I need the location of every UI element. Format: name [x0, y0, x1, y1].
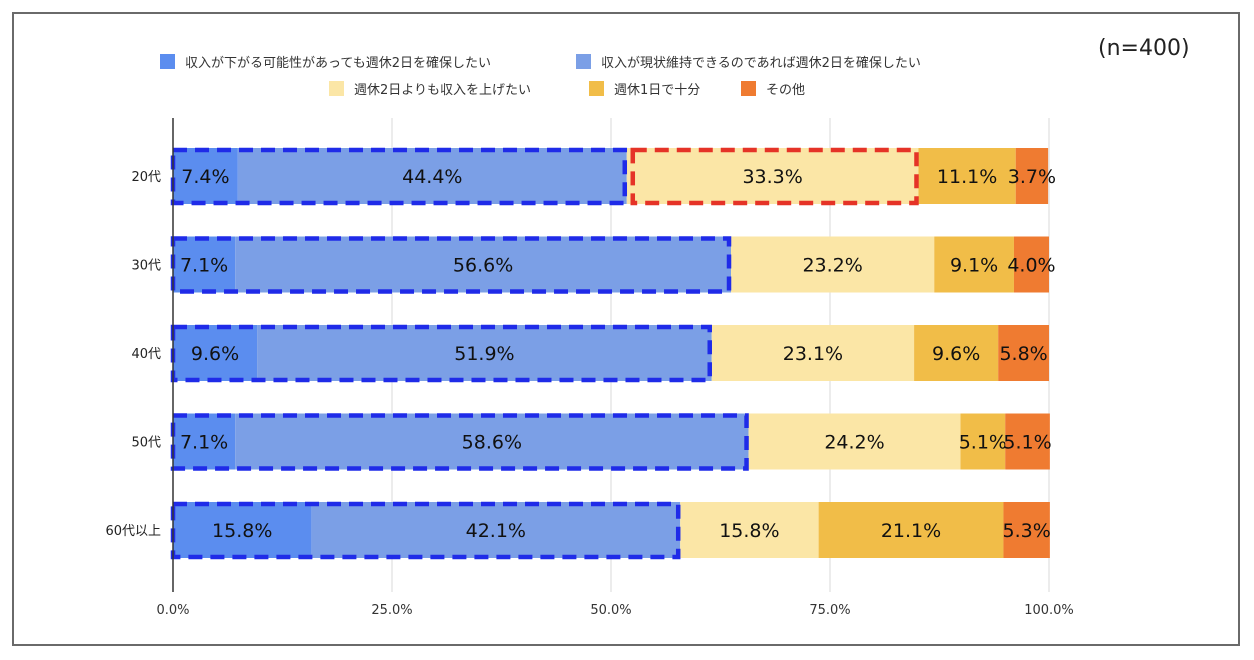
bar-segment — [626, 148, 919, 204]
legend-swatch-series-1 — [160, 54, 175, 69]
bar-segment — [173, 413, 236, 470]
legend-swatch-series-3 — [329, 81, 344, 96]
x-tick-label: 0.0% — [156, 603, 189, 618]
data-label: 15.8% — [212, 520, 272, 542]
legend-label-series-1: 収入が下がる可能性があっても週休2日を確保したい — [185, 56, 491, 71]
data-label: 33.3% — [742, 166, 802, 188]
data-label: 58.6% — [462, 432, 522, 454]
legend-label-series-3: 週休2日よりも収入を上げたい — [354, 83, 532, 98]
highlight-dashed-box — [170, 147, 628, 206]
legend-item-series-5: その他 — [741, 79, 805, 98]
legend-item-series-3: 週休2日よりも収入を上げたい — [329, 79, 531, 98]
data-label: 7.4% — [181, 166, 229, 188]
data-label: 21.1% — [881, 520, 941, 542]
bar-segment — [173, 236, 236, 293]
bar-segment — [711, 325, 915, 381]
data-label: 51.9% — [454, 343, 514, 365]
category-label: 60代以上 — [105, 524, 161, 539]
bar-segment — [818, 502, 1004, 558]
bar-segment — [173, 148, 238, 204]
category-label: 30代 — [131, 259, 161, 274]
bar-segment — [173, 325, 258, 381]
legend-label-series-5: その他 — [766, 83, 806, 98]
data-label: 24.2% — [824, 432, 884, 454]
data-label: 15.8% — [719, 520, 779, 542]
data-label: 5.8% — [999, 343, 1047, 365]
chart-frame — [12, 12, 1240, 646]
data-label: 5.3% — [1003, 520, 1051, 542]
data-label: 7.1% — [180, 255, 228, 277]
bar-segment — [173, 502, 312, 558]
bar-segment — [960, 413, 1006, 470]
data-label: 5.1% — [1003, 432, 1051, 454]
legend-label-series-2: 収入が現状維持できるのであれば週休2日を確保したい — [601, 56, 921, 71]
data-label: 9.6% — [932, 343, 980, 365]
data-label: 42.1% — [466, 520, 526, 542]
highlight-dashed-box — [630, 147, 919, 206]
data-label: 56.6% — [453, 255, 513, 277]
bar-segment — [235, 236, 732, 293]
data-label: 23.2% — [802, 255, 862, 277]
legend-label-series-4: 週休1日で十分 — [614, 83, 701, 98]
data-label: 9.1% — [950, 255, 998, 277]
x-tick-label: 75.0% — [809, 603, 850, 618]
x-tick-label: 50.0% — [590, 603, 631, 618]
data-label: 9.6% — [191, 343, 239, 365]
legend-swatch-series-5 — [741, 81, 756, 96]
bar-segment — [237, 148, 627, 204]
data-label: 23.1% — [783, 343, 843, 365]
data-label: 5.1% — [959, 432, 1007, 454]
data-label: 3.7% — [1008, 166, 1056, 188]
bar-segment — [731, 236, 935, 293]
bar-segment — [914, 325, 999, 381]
sample-size-note: (n=400) — [1098, 36, 1190, 61]
category-label: 50代 — [131, 436, 161, 451]
data-label: 4.0% — [1007, 255, 1055, 277]
data-label: 44.4% — [402, 166, 462, 188]
bar-segment — [1003, 502, 1050, 558]
category-label: 20代 — [131, 170, 161, 185]
bar-segment — [311, 502, 681, 558]
bar-segment — [998, 325, 1049, 381]
legend-item-series-1: 収入が下がる可能性があっても週休2日を確保したい — [160, 52, 491, 71]
bar-segment — [257, 325, 712, 381]
legend-swatch-series-4 — [589, 81, 604, 96]
bar-segment — [235, 413, 749, 470]
highlight-dashed-box — [170, 413, 749, 471]
data-label: 11.1% — [937, 166, 997, 188]
bar-segment — [1005, 413, 1050, 470]
bar-segment — [918, 148, 1016, 204]
bar-segment — [1015, 148, 1049, 204]
category-label: 40代 — [131, 347, 161, 362]
bar-segment — [1013, 236, 1049, 293]
x-tick-label: 25.0% — [371, 603, 412, 618]
x-tick-label: 100.0% — [1024, 603, 1074, 618]
legend-swatch-series-2 — [576, 54, 591, 69]
bar-segment — [934, 236, 1014, 293]
legend-item-series-2: 収入が現状維持できるのであれば週休2日を確保したい — [576, 52, 921, 71]
bar-segment — [680, 502, 819, 558]
data-label: 7.1% — [180, 432, 228, 454]
legend-item-series-4: 週休1日で十分 — [589, 79, 700, 98]
bar-segment — [748, 413, 961, 470]
